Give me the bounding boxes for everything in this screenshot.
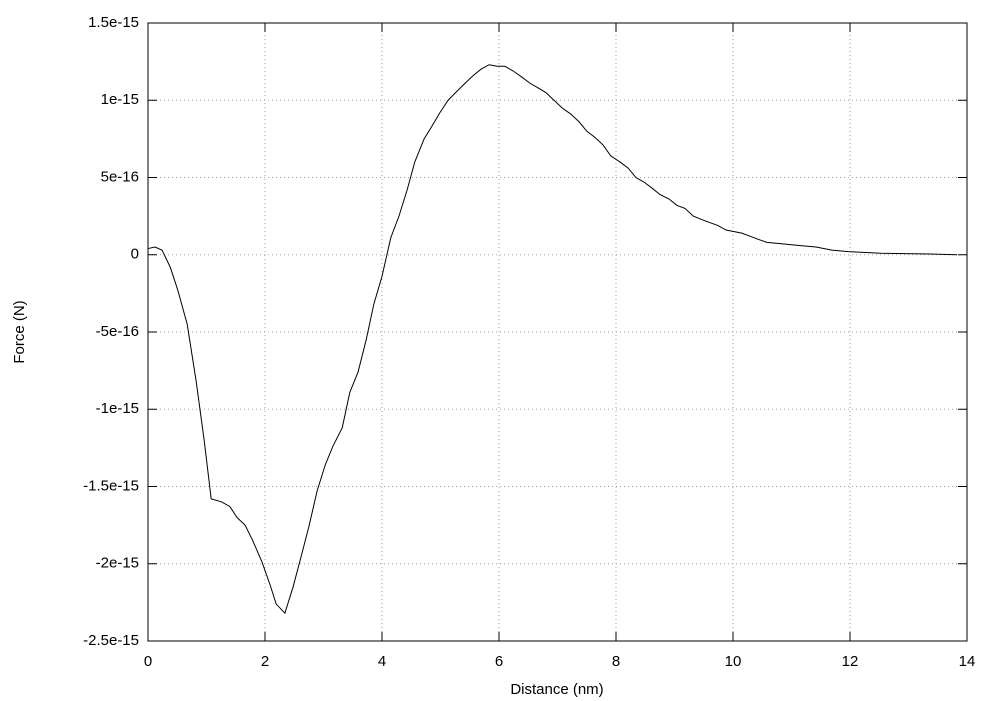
x-tick-label: 0 (144, 653, 152, 670)
y-tick-label: -5e-16 (96, 323, 139, 340)
x-tick-label: 12 (842, 653, 859, 670)
y-tick-label: 1.5e-15 (88, 14, 139, 31)
x-tick-label: 14 (959, 653, 976, 670)
y-tick-label: -1e-15 (96, 400, 139, 417)
x-tick-label: 2 (261, 653, 269, 670)
data-line (147, 64, 958, 615)
y-tick-label: -1.5e-15 (83, 477, 139, 494)
y-axis-label: Force (N) (11, 300, 28, 363)
x-tick-label: 10 (725, 653, 742, 670)
x-tick-label: 8 (612, 653, 620, 670)
x-axis-label: Distance (nm) (510, 681, 603, 698)
plot-border (147, 22, 968, 642)
y-tick-label: 0 (131, 246, 139, 263)
x-tick-label: 4 (378, 653, 386, 670)
y-tick-label: -2.5e-15 (83, 632, 139, 649)
x-tick-label: 6 (495, 653, 503, 670)
y-tick-label: 5e-16 (101, 168, 139, 185)
y-tick-label: -2e-15 (96, 555, 139, 572)
y-tick-label: 1e-15 (101, 91, 139, 108)
